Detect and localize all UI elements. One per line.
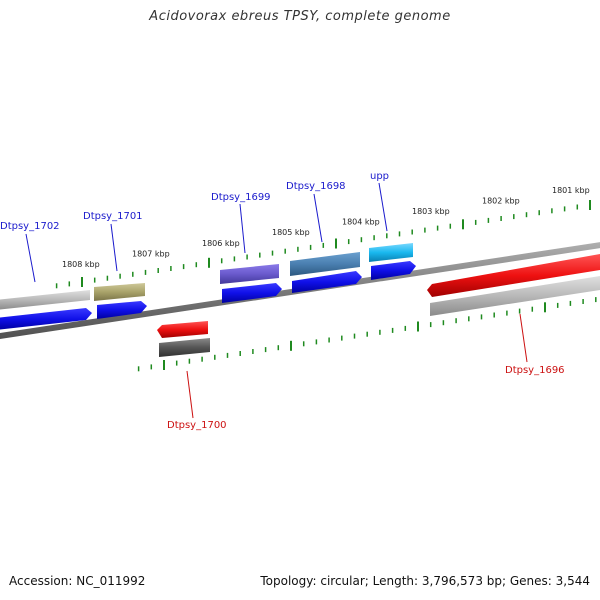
accession-text: Accession: NC_011992 — [9, 574, 146, 588]
scale-tick-label: 1802 kbp — [482, 196, 520, 205]
gene-dtpsy-1700-red — [157, 321, 208, 338]
gene-dtpsy-1701-olive — [94, 283, 145, 301]
gene-dtpsy-1696-red — [427, 254, 600, 297]
gene-label-dtpsy-1701: Dtpsy_1701 — [83, 211, 143, 222]
label-line-upp — [378, 182, 388, 232]
gene-dtpsy-1696-gray — [430, 276, 600, 316]
label-line-dtpsy-1701 — [110, 223, 118, 272]
gene-dtpsy-1702-gray — [0, 290, 90, 310]
genome-summary-text: Topology: circular; Length: 3,796,573 bp… — [260, 574, 590, 588]
label-line-dtpsy-1700 — [186, 370, 194, 419]
map-title: Acidovorax ebreus TPSY, complete genome — [149, 9, 451, 24]
gene-upp-blue — [371, 261, 416, 280]
scale-tick-label: 1803 kbp — [412, 207, 450, 216]
gene-label-dtpsy-1702: Dtpsy_1702 — [0, 221, 60, 232]
scale-tick-labels: 1808 kbp 1807 kbp 1806 kbp 1805 kbp 1804 kbp… — [62, 186, 590, 269]
gene-dtpsy-1699-blue — [222, 283, 282, 303]
label-line-dtpsy-1696 — [519, 313, 528, 363]
gene-upp-cyan — [369, 243, 413, 262]
scale-tick-label: 1806 kbp — [202, 239, 240, 248]
gene-label-upp: upp — [370, 171, 389, 182]
scale-ticks — [55, 200, 597, 372]
gene-label-dtpsy-1698: Dtpsy_1698 — [286, 181, 346, 192]
gene-dtpsy-1701-blue — [97, 301, 147, 319]
gene-dtpsy-1698-blue — [292, 271, 362, 293]
scale-tick-label: 1801 kbp — [552, 186, 590, 195]
gene-label-lines — [25, 182, 528, 419]
gene-dtpsy-1700-darkgray — [159, 338, 210, 357]
gene-label-dtpsy-1699: Dtpsy_1699 — [211, 192, 271, 203]
gene-labels: Dtpsy_1702 Dtpsy_1701 Dtpsy_1699 Dtpsy_1… — [0, 171, 565, 431]
gene-dtpsy-1699-purple — [220, 264, 279, 284]
label-line-dtpsy-1699 — [239, 203, 246, 254]
gene-label-dtpsy-1700: Dtpsy_1700 — [167, 420, 227, 431]
label-line-dtpsy-1698 — [313, 193, 323, 243]
scale-tick-label: 1804 kbp — [342, 218, 380, 227]
gene-dtpsy-1698-steelblue — [290, 252, 360, 276]
scale-tick-label: 1808 kbp — [62, 260, 100, 269]
gene-track — [0, 243, 600, 357]
gene-label-dtpsy-1696: Dtpsy_1696 — [505, 365, 565, 376]
label-line-dtpsy-1702 — [25, 233, 36, 283]
gene-dtpsy-1702-blue — [0, 308, 92, 330]
scale-tick-label: 1807 kbp — [132, 249, 170, 258]
scale-tick-label: 1805 kbp — [272, 228, 310, 237]
